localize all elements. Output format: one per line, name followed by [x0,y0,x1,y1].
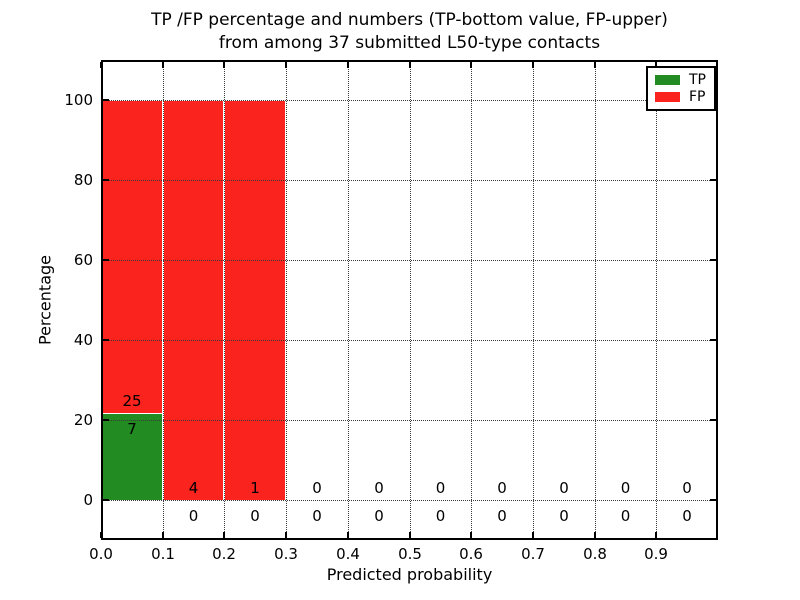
tp-color-swatch [655,75,680,85]
y-tick-mark-left [103,499,109,501]
fp-count-label: 1 [250,479,260,497]
fp-count-label: 0 [497,479,507,497]
bar-fp [163,100,224,500]
x-tick-label: 0.2 [212,545,236,563]
x-tick-mark-bottom [594,532,596,538]
tp-count-label: 7 [127,419,137,438]
grid-line-horizontal [101,100,718,101]
grid-line-vertical [533,60,534,540]
tp-count-label: 0 [250,507,260,525]
x-tick-mark-top [223,62,225,68]
y-tick-mark-right [710,259,716,261]
y-tick-label: 60 [73,251,93,269]
grid-line-vertical [410,60,411,540]
bar-fp [101,100,163,413]
x-tick-mark-bottom [347,532,349,538]
tp-count-label: 0 [188,507,199,525]
tp-count-label: 0 [374,507,384,525]
x-tick-mark-top [594,62,596,68]
grid-line-horizontal [101,180,718,181]
x-tick-mark-top [655,62,657,68]
grid-line-vertical [595,60,596,540]
x-tick-mark-bottom [162,532,164,538]
x-tick-mark-top [532,62,534,68]
grid-line-vertical [656,60,657,540]
x-tick-label: 0.8 [583,545,607,563]
fp-count-label: 0 [682,479,692,497]
x-tick-label: 0.5 [398,545,422,563]
fp-count-label: 0 [620,479,631,497]
x-tick-label: 0.9 [644,545,668,563]
bar-fp [224,100,286,500]
y-tick-mark-right [710,339,716,341]
x-tick-mark-bottom [470,532,472,538]
tp-count-label: 0 [497,507,507,525]
tp-count-label: 0 [435,507,446,525]
y-tick-mark-left [103,179,109,181]
tp-count-label: 0 [559,507,569,525]
x-tick-mark-top [409,62,411,68]
grid-line-vertical [224,60,225,540]
x-tick-label: 0.7 [521,545,545,563]
fp-count-label: 0 [374,479,384,497]
y-tick-mark-right [710,419,716,421]
legend-label-fp: FP [689,89,706,105]
y-tick-mark-left [103,339,109,341]
x-tick-mark-top [285,62,287,68]
y-tick-label: 40 [73,331,93,349]
x-tick-mark-bottom [223,532,225,538]
grid-line-vertical [163,60,164,540]
fp-count-label: 0 [435,479,446,497]
x-tick-mark-bottom [532,532,534,538]
fp-count-label: 4 [188,479,199,497]
x-tick-label: 0.6 [459,545,483,563]
x-tick-mark-bottom [285,532,287,538]
y-tick-mark-left [103,419,109,421]
x-tick-label: 0.0 [89,545,113,563]
grid-line-horizontal [101,500,718,501]
fp-count-label: 25 [122,391,142,410]
y-tick-mark-left [103,259,109,261]
fp-count-label: 0 [559,479,569,497]
y-tick-label: 100 [64,91,93,109]
x-axis-label: Predicted probability [326,565,493,584]
x-tick-mark-bottom [409,532,411,538]
y-tick-label: 0 [83,491,93,509]
grid-line-vertical [286,60,287,540]
bar-tp [101,412,163,500]
x-tick-label: 0.3 [274,545,298,563]
grid-line-horizontal [101,260,718,261]
chart-title-line1: TP /FP percentage and numbers (TP-bottom… [151,10,668,30]
y-tick-label: 20 [73,411,93,429]
fp-color-swatch [655,92,680,102]
grid-line-vertical [348,60,349,540]
tp-count-label: 0 [620,507,631,525]
y-tick-label: 80 [73,171,93,189]
tp-count-label: 0 [312,507,322,525]
grid-line-horizontal [101,340,718,341]
x-tick-mark-top [347,62,349,68]
y-tick-mark-right [710,499,716,501]
x-tick-mark-bottom [655,532,657,538]
legend-item-fp: FP [655,90,714,104]
x-tick-mark-bottom [100,532,102,538]
fp-count-label: 0 [312,479,322,497]
x-tick-label: 0.1 [151,545,175,563]
x-tick-mark-top [470,62,472,68]
legend: TP FP [646,66,716,111]
x-tick-label: 0.4 [336,545,360,563]
tp-count-label: 0 [682,507,692,525]
grid-line-horizontal [101,420,718,421]
grid-line-vertical [471,60,472,540]
legend-label-tp: TP [689,72,706,88]
chart-title-line2: from among 37 submitted L50-type contact… [218,33,601,53]
x-tick-mark-top [100,62,102,68]
legend-item-tp: TP [655,73,714,87]
y-tick-mark-left [103,99,109,101]
x-tick-mark-top [162,62,164,68]
y-tick-mark-right [710,179,716,181]
